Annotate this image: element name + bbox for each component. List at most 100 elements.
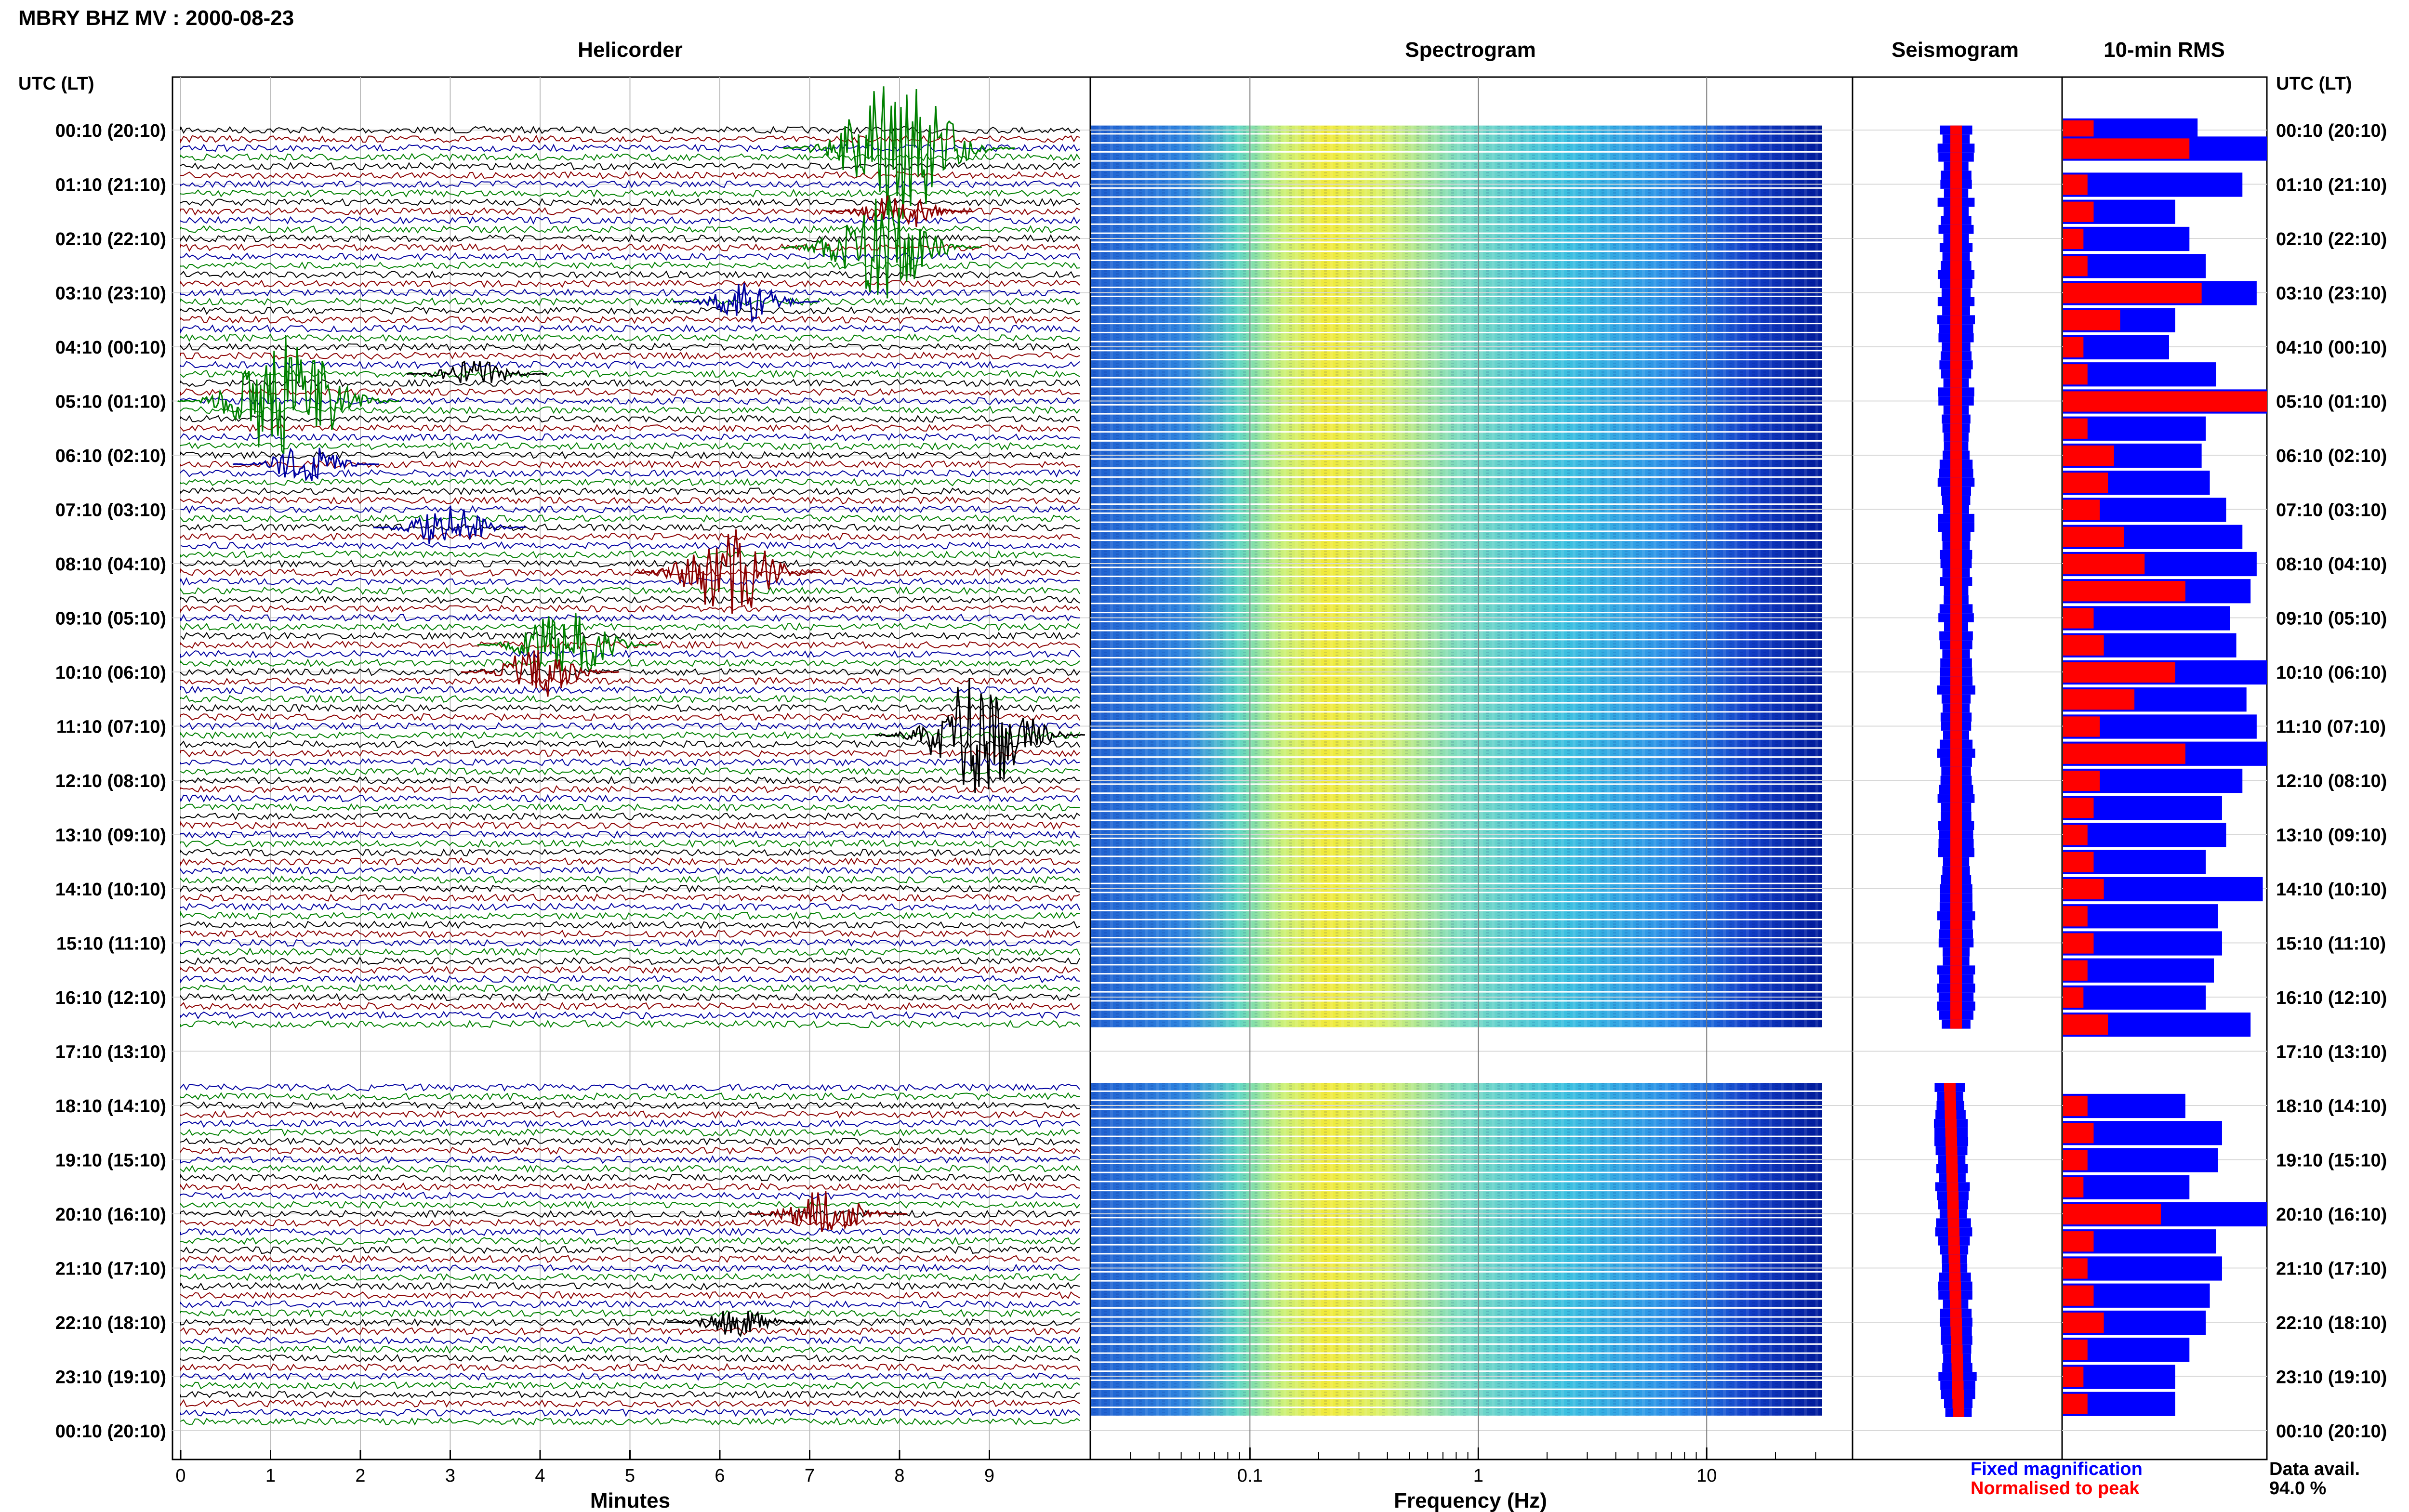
minute-tick-label: 5	[625, 1466, 635, 1486]
spectrogram-row-texture	[1091, 766, 1822, 775]
helicorder-trace	[180, 1236, 1080, 1245]
helicorder-trace	[180, 622, 1080, 631]
spectrogram-row-texture	[1091, 812, 1822, 820]
seismogram-normalised-band	[1950, 667, 1962, 677]
panel-title-spectrogram: Spectrogram	[1405, 38, 1535, 62]
helicorder-trace	[180, 369, 1080, 379]
seismogram-normalised-band	[1952, 1372, 1963, 1381]
helicorder-trace	[180, 712, 1080, 722]
seismogram-normalised-band	[1950, 216, 1962, 225]
time-label-left: 18:10 (14:10)	[55, 1096, 166, 1117]
spectrogram-xlabel: Frequency (Hz)	[1394, 1489, 1547, 1512]
spectrogram-row-texture	[1091, 1254, 1822, 1262]
helicorder-event	[748, 1191, 907, 1232]
minute-tick-label: 3	[445, 1466, 455, 1486]
helicorder-trace	[180, 1372, 1080, 1381]
seismogram-normalised-band	[1950, 875, 1962, 884]
helicorder-trace	[180, 324, 1080, 334]
helicorder-trace	[180, 866, 1080, 875]
rms-normalised-bar	[2063, 852, 2094, 872]
spectrogram-row-texture	[1091, 749, 1822, 757]
helicorder-trace	[180, 1092, 1080, 1101]
minute-tick-label: 7	[805, 1466, 815, 1486]
time-label-right: 17:10 (13:10)	[2276, 1042, 2387, 1063]
seismogram-normalised-band	[1950, 622, 1962, 631]
seismogram-normalised-band	[1950, 152, 1962, 162]
time-label-left: 23:10 (19:10)	[55, 1367, 166, 1388]
seismogram-normalised-band	[1947, 1200, 1959, 1210]
helicorder-trace	[180, 514, 1080, 523]
spectrogram-row-texture	[1091, 1218, 1822, 1226]
rms-normalised-bar	[2063, 473, 2108, 493]
seismogram-normalised-band	[1951, 1336, 1962, 1345]
seismogram-normalised-band	[1950, 965, 1962, 975]
spectrogram-row-texture	[1091, 351, 1822, 359]
helicorder-trace	[180, 1282, 1080, 1290]
helicorder-trace	[180, 415, 1080, 423]
seismogram-normalised-band	[1950, 830, 1962, 839]
spectrogram-row-texture	[1091, 486, 1822, 495]
seismogram-normalised-band	[1950, 441, 1962, 451]
seismogram-normalised-band	[1950, 658, 1962, 668]
helicorder-trace	[180, 469, 1080, 478]
seismogram-normalised-band	[1950, 469, 1962, 478]
seismogram-normalised-band	[1952, 1399, 1964, 1408]
time-label-left: 00:10 (20:10)	[55, 1421, 166, 1442]
spectrogram-row-texture	[1091, 1336, 1822, 1343]
helicorder-trace	[180, 523, 1080, 532]
seismogram-normalised-band	[1944, 1091, 1956, 1101]
minute-tick-label: 8	[894, 1466, 904, 1486]
spectrogram-row-texture	[1091, 631, 1822, 639]
spectrogram-row-texture	[1091, 125, 1822, 133]
helicorder-trace	[180, 1218, 1080, 1227]
time-label-left: 20:10 (16:10)	[55, 1205, 166, 1225]
spectrogram-row-texture	[1091, 1173, 1822, 1181]
helicorder-trace	[180, 902, 1080, 911]
time-label-left: 13:10 (09:10)	[55, 826, 166, 846]
spectrogram-row-texture	[1091, 378, 1822, 386]
helicorder-trace	[180, 830, 1080, 839]
helicorder-event	[477, 613, 657, 672]
spectrogram-row-texture	[1091, 983, 1822, 991]
spectrogram-row-texture	[1091, 288, 1822, 296]
seismogram-normalised-band	[1950, 722, 1962, 731]
spectrogram-row-texture	[1091, 1227, 1822, 1235]
rms-normalised-bar	[2063, 283, 2202, 303]
rms-fixed-bar	[2063, 1256, 2222, 1281]
helicorder-event	[673, 283, 820, 324]
seismogram-normalised-band	[1950, 513, 1962, 523]
spectrogram-row-texture	[1091, 1281, 1822, 1289]
rms-normalised-bar	[2063, 526, 2124, 547]
spectrogram-row-texture	[1091, 1300, 1822, 1307]
seismogram-normalised-band	[1950, 749, 1962, 758]
time-label-right: 01:10 (21:10)	[2276, 175, 2387, 196]
seismogram-normalised-band	[1950, 378, 1962, 388]
spectrogram-panel: 0.1 1 10	[1089, 76, 1853, 1486]
helicorder-trace	[180, 261, 1080, 270]
spectrogram-row-texture	[1091, 1182, 1822, 1190]
rms-normalised-bar	[2063, 933, 2094, 954]
spectrogram-row-texture	[1091, 180, 1822, 187]
seismogram-normalised-band	[1950, 613, 1962, 622]
rms-panel	[2061, 76, 2268, 1460]
spectrogram-row-texture	[1091, 1110, 1822, 1118]
helicorder-trace	[180, 1200, 1080, 1210]
seismogram-normalised-band	[1950, 766, 1962, 776]
seismogram-normalised-band	[1950, 929, 1962, 939]
rms-bars	[2063, 118, 2267, 1416]
seismogram-normalised-band	[1950, 1019, 1962, 1029]
seismogram-normalised-band	[1950, 992, 1962, 1002]
spectrogram-row-texture	[1091, 261, 1822, 269]
spectrogram-row-texture	[1091, 234, 1822, 242]
rms-normalised-bar	[2063, 1123, 2094, 1144]
helicorder-panel: 0 1 2 3 4 5 6 7 8 9	[172, 76, 1091, 1486]
helicorder-trace	[180, 658, 1080, 667]
rms-normalised-bar	[2063, 635, 2104, 656]
rms-fixed-bar	[2063, 823, 2226, 847]
seismogram-normalised-band	[1945, 1110, 1957, 1119]
spectrogram-row-texture	[1091, 523, 1822, 531]
spectrogram-row-texture	[1091, 1209, 1822, 1217]
helicorder-trace	[180, 1128, 1080, 1137]
spectrogram-row-texture	[1091, 1408, 1822, 1416]
helicorder-trace	[180, 306, 1080, 315]
